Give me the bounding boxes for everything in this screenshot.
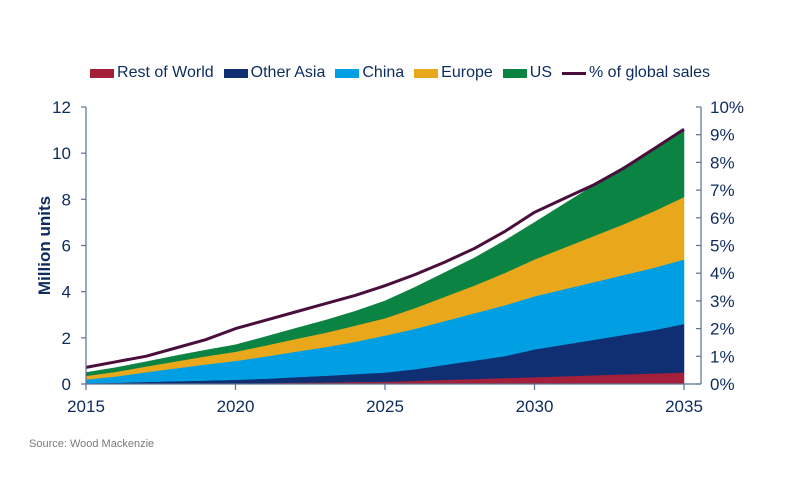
y-tick-label: 8 xyxy=(62,190,71,209)
legend-swatch xyxy=(414,68,439,78)
y2-tick-label: 5% xyxy=(710,237,735,256)
legend-label: % of global sales xyxy=(589,64,710,81)
area-us xyxy=(85,129,685,377)
y2-tick-label: 4% xyxy=(710,264,735,283)
source-note: Source: Wood Mackenzie xyxy=(29,438,155,450)
y2-tick-label: 0% xyxy=(710,375,735,394)
legend-label: US xyxy=(529,64,552,81)
y2-tick-label: 7% xyxy=(710,181,735,200)
legend-swatch xyxy=(223,68,248,78)
legend-item-of-global-sales: % of global sales xyxy=(562,64,710,82)
y-tick-label: 12 xyxy=(52,98,71,117)
legend-item-europe: Europe xyxy=(414,64,493,82)
legend-label: Other Asia xyxy=(250,64,326,81)
y2-tick-label: 6% xyxy=(710,209,735,228)
y2-tick-label: 2% xyxy=(710,320,735,339)
y-tick-label: 0 xyxy=(62,375,71,394)
legend-swatch xyxy=(335,68,360,78)
x-tick-label: 2035 xyxy=(665,397,703,416)
y2-tick-label: 3% xyxy=(710,292,735,311)
y2-tick-label: 10% xyxy=(710,98,744,117)
legend-label: China xyxy=(362,64,405,81)
y-axis-title: Million units xyxy=(35,196,54,295)
stacked-areas xyxy=(85,129,685,385)
y-tick-label: 10 xyxy=(52,144,71,163)
legend-item-china: China xyxy=(335,64,404,82)
y2-tick-label: 1% xyxy=(710,347,735,366)
line-series xyxy=(85,127,685,369)
y-tick-label: 4 xyxy=(62,283,71,302)
legend-item-rest-of-world: Rest of World xyxy=(90,64,214,82)
legend-label: Europe xyxy=(441,64,493,81)
y2-tick-label: 8% xyxy=(710,153,735,172)
line-of-global-sales xyxy=(85,127,685,369)
x-tick-label: 2025 xyxy=(366,397,404,416)
y-tick-label: 6 xyxy=(62,237,71,256)
chart-legend: Rest of World Other Asia China Europe US % of… xyxy=(0,64,800,82)
x-tick-label: 2020 xyxy=(217,397,255,416)
x-tick-label: 2030 xyxy=(516,397,554,416)
legend-swatch xyxy=(90,68,115,78)
legend-label: Rest of World xyxy=(117,64,214,81)
y-tick-label: 2 xyxy=(62,329,71,348)
legend-item-us: US xyxy=(502,64,552,82)
legend-swatch xyxy=(502,68,527,78)
legend-swatch xyxy=(562,71,586,75)
legend-item-other-asia: Other Asia xyxy=(223,64,326,82)
axes: 0 2 4 6 8 10 12 0% 1% 2% 3% 4% 5% 6% 7% 8% 9% 10% 2015 2020… xyxy=(35,98,744,416)
x-tick-label: 2015 xyxy=(67,397,105,416)
y2-tick-label: 9% xyxy=(710,126,735,145)
